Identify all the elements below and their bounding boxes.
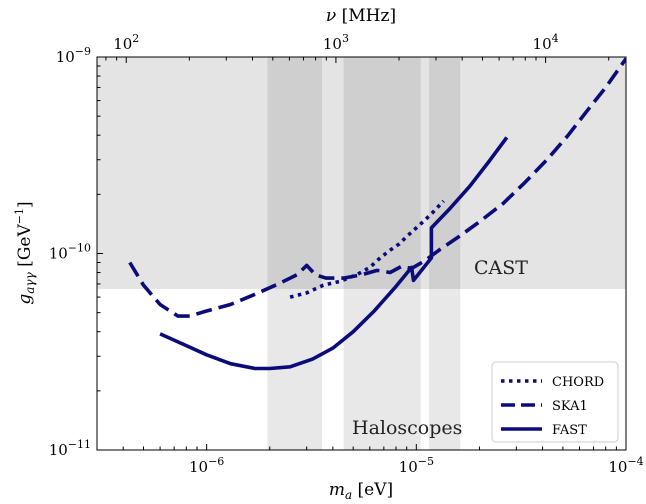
top-tick-label: 103 bbox=[323, 32, 349, 53]
series-ska1-line bbox=[128, 57, 626, 318]
excluded-regions bbox=[97, 57, 626, 450]
series-chord-line bbox=[289, 199, 445, 299]
legend-label-ska1: SKA1 bbox=[552, 399, 588, 414]
y-axis-title: gaγγ [GeV−1] bbox=[13, 201, 37, 304]
series-lines bbox=[128, 57, 626, 371]
y-tick-label: 10−10 bbox=[49, 242, 91, 263]
legend: CHORD SKA1 FAST bbox=[491, 361, 619, 443]
region-label-haloscopes: Haloscopes bbox=[352, 417, 462, 439]
region-label-cast: CAST bbox=[474, 257, 528, 279]
y-tick-label: 10−11 bbox=[49, 438, 91, 459]
series-fast-line bbox=[159, 136, 509, 371]
x-tick-label: 10−5 bbox=[399, 455, 434, 476]
x-axis-title: ma [eV] bbox=[329, 480, 393, 502]
x-tick-label: 10−6 bbox=[189, 455, 224, 476]
top-axis-title: ν [MHz] bbox=[326, 6, 396, 26]
legend-box bbox=[491, 361, 619, 443]
y-tick-label: 10−9 bbox=[56, 45, 91, 66]
top-tick-label: 102 bbox=[113, 32, 139, 53]
legend-label-chord: CHORD bbox=[552, 375, 604, 390]
top-tick-label: 104 bbox=[533, 32, 559, 53]
haloscope-band-1 bbox=[267, 57, 323, 450]
haloscope-band-2 bbox=[343, 57, 421, 450]
x-tick-label: 10−4 bbox=[608, 455, 643, 476]
axis-ticks: 10−6 10−5 10−4 10−11 10−10 10−9 102 103 104 bbox=[49, 32, 644, 476]
legend-label-fast: FAST bbox=[552, 423, 587, 438]
